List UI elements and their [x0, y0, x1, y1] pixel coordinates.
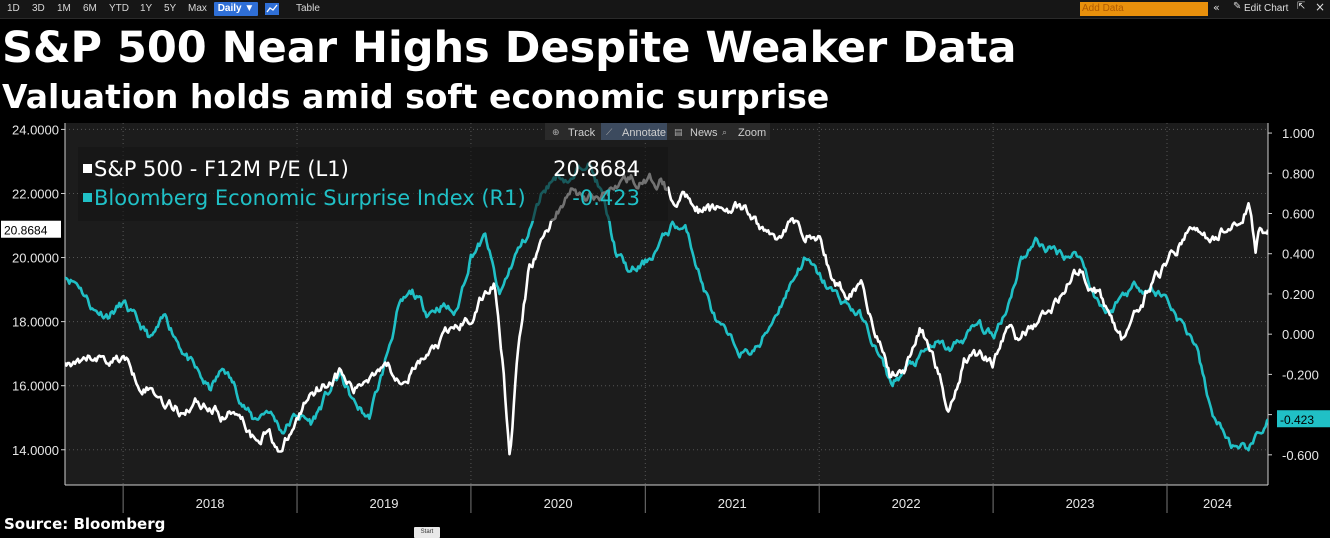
- x-tick-label: 2018: [196, 496, 225, 511]
- x-tick-label: 2022: [892, 496, 921, 511]
- legend-series-value: -0.423: [572, 186, 640, 210]
- left-axis: 24.0000 22.0000 20.0000 18.0000 16.0000 14.00…: [1, 122, 66, 485]
- x-tick-label: 2019: [370, 496, 399, 511]
- tool-zoom-button[interactable]: Zoom: [738, 127, 766, 139]
- page-title: S&P 500 Near Highs Despite Weaker Data: [2, 23, 1017, 73]
- right-tick-label: 0.200: [1282, 287, 1315, 302]
- left-tick-label: 22.0000: [12, 186, 59, 201]
- right-tick-label: 0.800: [1282, 166, 1315, 181]
- right-tick-label: 0.400: [1282, 247, 1315, 262]
- tool-track-button[interactable]: Track: [568, 127, 596, 139]
- range-1d-button[interactable]: 1D: [7, 3, 20, 14]
- legend-box: [78, 147, 668, 221]
- annotate-active-bg: [601, 123, 667, 140]
- right-tick-label: -0.600: [1282, 448, 1319, 463]
- left-tick-label: 18.0000: [12, 315, 59, 330]
- pencil-icon: ⟋: [606, 128, 613, 138]
- x-axis: 2018 2019 2020 2021 2022 2023 2024: [65, 484, 1268, 513]
- range-max-button[interactable]: Max: [188, 3, 207, 14]
- line-chart-icon[interactable]: [265, 3, 279, 15]
- tool-news-button[interactable]: News: [690, 127, 718, 139]
- right-tick-label: 0.600: [1282, 207, 1315, 222]
- right-tick-label: 0.000: [1282, 327, 1315, 342]
- page-subtitle: Valuation holds amid soft economic surpr…: [2, 77, 830, 116]
- double-chevron-icon[interactable]: «: [1213, 1, 1220, 14]
- x-tick-label: 2024: [1203, 496, 1232, 511]
- chart-toolbar: 1D 3D 1M 6M YTD 1Y 5Y Max Daily ▼ Table Add Dat…: [0, 0, 1330, 19]
- series-line-economic-surprise: [65, 162, 1268, 452]
- x-tick-label: 2020: [544, 496, 573, 511]
- right-tick-label: 1.000: [1282, 126, 1315, 141]
- right-tick-label: -0.200: [1282, 367, 1319, 382]
- left-tick-label: 14.0000: [12, 443, 59, 458]
- tool-annotate-button[interactable]: Annotate: [622, 127, 666, 139]
- range-1y-button[interactable]: 1Y: [140, 3, 153, 14]
- right-axis: 1.000 0.800 0.600 0.400 0.200 0.000 -0.200 -0.4…: [1267, 123, 1330, 485]
- chart-tools-bar: ⊕ Track ⟋ Annotate ▤ News ⌕ Zoom: [545, 123, 770, 140]
- x-axis-band: [65, 485, 1268, 513]
- range-3d-button[interactable]: 3D: [32, 3, 45, 14]
- source-note: Source: Bloomberg: [4, 515, 166, 533]
- legend-series-name: Bloomberg Economic Surprise Index (R1): [94, 186, 526, 210]
- collapse-icon[interactable]: ⇱: [1297, 1, 1306, 12]
- legend-series-name: S&P 500 - F12M P/E (L1): [94, 157, 349, 181]
- left-tick-label: 16.0000: [12, 379, 59, 394]
- x-tick-label: 2021: [718, 496, 747, 511]
- range-6m-button[interactable]: 6M: [83, 3, 97, 14]
- edit-chart-button[interactable]: Edit Chart: [1244, 3, 1289, 14]
- range-1m-button[interactable]: 1M: [57, 3, 71, 14]
- start-button[interactable]: Start: [414, 527, 440, 538]
- legend-swatch: [83, 164, 92, 173]
- pencil-icon: ✎: [1233, 1, 1242, 12]
- close-icon[interactable]: ×: [1315, 0, 1326, 14]
- left-tick-label: 20.0000: [12, 251, 59, 266]
- line-chart[interactable]: 2018 2019 2020 2021 2022 2023 2024 24.0000 22.0…: [0, 120, 1330, 513]
- crosshair-icon: ⊕: [552, 128, 560, 138]
- legend-series-value: 20.8684: [553, 157, 640, 181]
- legend-swatch: [83, 193, 92, 202]
- range-5y-button[interactable]: 5Y: [164, 3, 177, 14]
- left-current-value: 20.8684: [4, 224, 48, 238]
- x-tick-label: 2023: [1066, 496, 1095, 511]
- news-icon: ▤: [674, 128, 683, 138]
- table-button[interactable]: Table: [296, 3, 320, 14]
- right-current-value-box: [1277, 410, 1330, 428]
- magnifier-icon: ⌕: [722, 128, 727, 138]
- legend: S&P 500 - F12M P/E (L1) 20.8684 Bloomberg …: [78, 147, 668, 221]
- add-data-input[interactable]: Add Data: [1080, 2, 1208, 16]
- range-ytd-button[interactable]: YTD: [109, 3, 129, 14]
- right-current-value: -0.423: [1280, 413, 1314, 427]
- left-current-value-box: [1, 220, 61, 238]
- frequency-dropdown[interactable]: Daily ▼: [214, 2, 258, 16]
- left-tick-label: 24.0000: [12, 122, 59, 137]
